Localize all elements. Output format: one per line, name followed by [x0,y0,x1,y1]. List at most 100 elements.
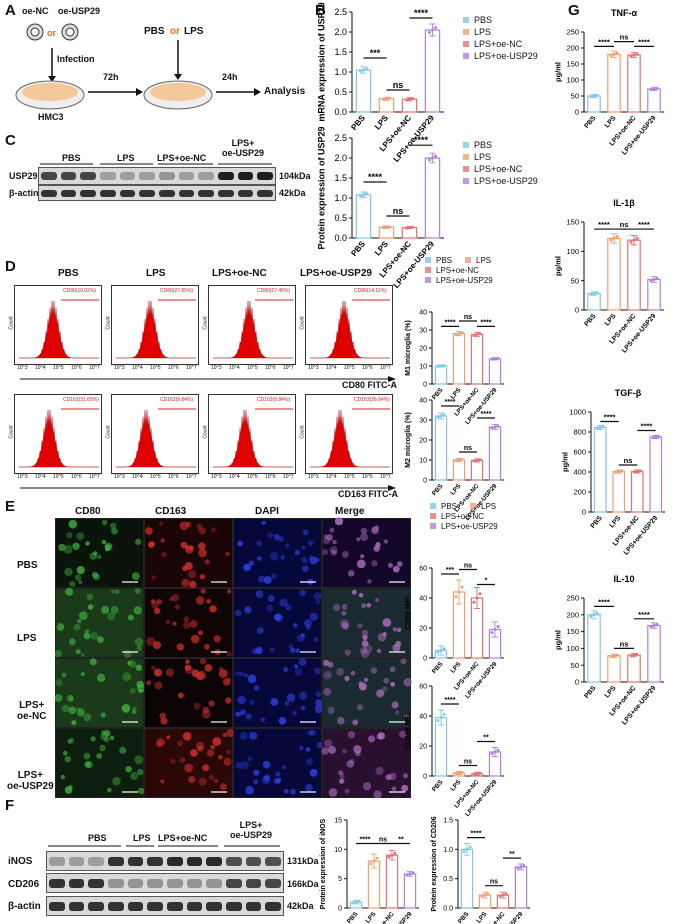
cell-dot [80,672,85,677]
cell-dot [248,560,254,566]
cell-dot [204,664,213,672]
cell-dot [210,744,215,750]
cell-dot [84,629,90,634]
cell-dot [146,636,156,646]
cell-dot [329,527,335,533]
blot-band [139,189,155,197]
flow-tick-label: 10^3 [211,365,222,371]
cell-dot [135,664,142,671]
legend-item: PBS [430,502,457,511]
cell-dot [316,742,323,749]
flow-tick-label: 10^3 [211,474,222,480]
cell-dot [79,611,88,620]
cell-dot [197,542,206,550]
cell-dot [83,713,92,722]
data-point [609,54,613,58]
x-tick-label: LPS [608,514,622,529]
data-point [632,470,636,474]
cell-dot [239,731,248,740]
data-point [372,859,376,863]
blot-band [41,189,57,197]
legend-item: LPS [465,256,491,265]
data-point [655,276,659,280]
cell-dot [200,588,206,594]
cell-dot [121,704,131,713]
x-tick-label: PBS [457,911,471,924]
flow-tick-label: 10^4 [132,474,143,480]
data-point [652,277,656,281]
data-point [431,156,434,160]
y-tick-label: 40 [419,713,427,720]
cell-dot [166,735,171,740]
y-tick-label: 20 [419,345,427,352]
label-oe-nc: oe-NC [22,6,49,16]
data-point [632,238,636,242]
blot-band [127,856,144,866]
blot-cd206 [46,873,284,893]
count-label: Count [8,425,15,439]
data-point [442,413,446,417]
significance-label: **** [445,399,456,406]
cell-dot [403,678,413,687]
y-tick-label: 0 [423,381,427,388]
cell-dot [284,701,290,706]
cell-dot [96,554,102,560]
cell-dot [123,650,132,658]
data-point [388,225,391,229]
cell-dot [154,607,161,614]
cell-dot [204,643,210,650]
flow-histogram: CD163(9.84%) Count 10^3 10^4 10^5 10^6 10^7 [106,394,199,480]
cell-dot [370,667,377,674]
y-tick-label: 1.5 [334,47,347,57]
data-point [351,901,355,905]
cell-dot [305,747,311,752]
data-point [483,893,487,897]
cell-dot [273,614,281,621]
flow-tick-label: 10^7 [380,365,391,371]
legend-label: LPS+oe-NC [436,266,479,275]
micrograph [55,518,144,588]
cell-dot [282,765,287,770]
data-point [436,719,440,722]
flow-tick-label: 10^6 [168,365,179,371]
cell-dot [89,658,97,666]
cell-dot [159,521,164,526]
blot-band [265,878,281,888]
bar [424,157,441,239]
legend-label: PBS [474,140,493,150]
data-point [615,653,619,657]
cell-dot [165,619,170,625]
flow-tick-label: 10^5 [150,474,161,480]
cell-dot [347,731,356,739]
data-point [493,425,497,429]
row-label-actin: β-actin [9,188,39,198]
cell-dot [305,783,313,792]
cell-dot [294,668,303,676]
cell-dot [135,588,141,594]
cell-dot [358,593,364,598]
cell-dot [178,692,184,699]
data-point [589,614,593,618]
cell-dot [337,716,345,725]
blot-band [68,878,85,888]
cell-dot [199,574,206,580]
significance-label: **** [368,172,383,182]
data-point [598,426,602,429]
data-point [411,871,415,875]
flow-tick-label: 10^4 [326,474,337,480]
blot-band [108,878,124,888]
cell-dot [301,556,308,564]
lane-group-lines-f [48,845,280,847]
cell-dot [185,545,194,554]
size-42kda: 42kDa [279,188,306,198]
flow-tick-label: 10^7 [186,365,197,371]
y-tick-label: 100 [566,76,579,85]
cell-dot [328,745,336,754]
panel-label-c: C [5,132,16,149]
data-point [362,68,365,72]
cell-dot [86,593,94,601]
bar [355,69,372,113]
blot-band [147,878,163,888]
y-tick-label: 40 [419,309,427,316]
cell-dot [373,790,382,799]
